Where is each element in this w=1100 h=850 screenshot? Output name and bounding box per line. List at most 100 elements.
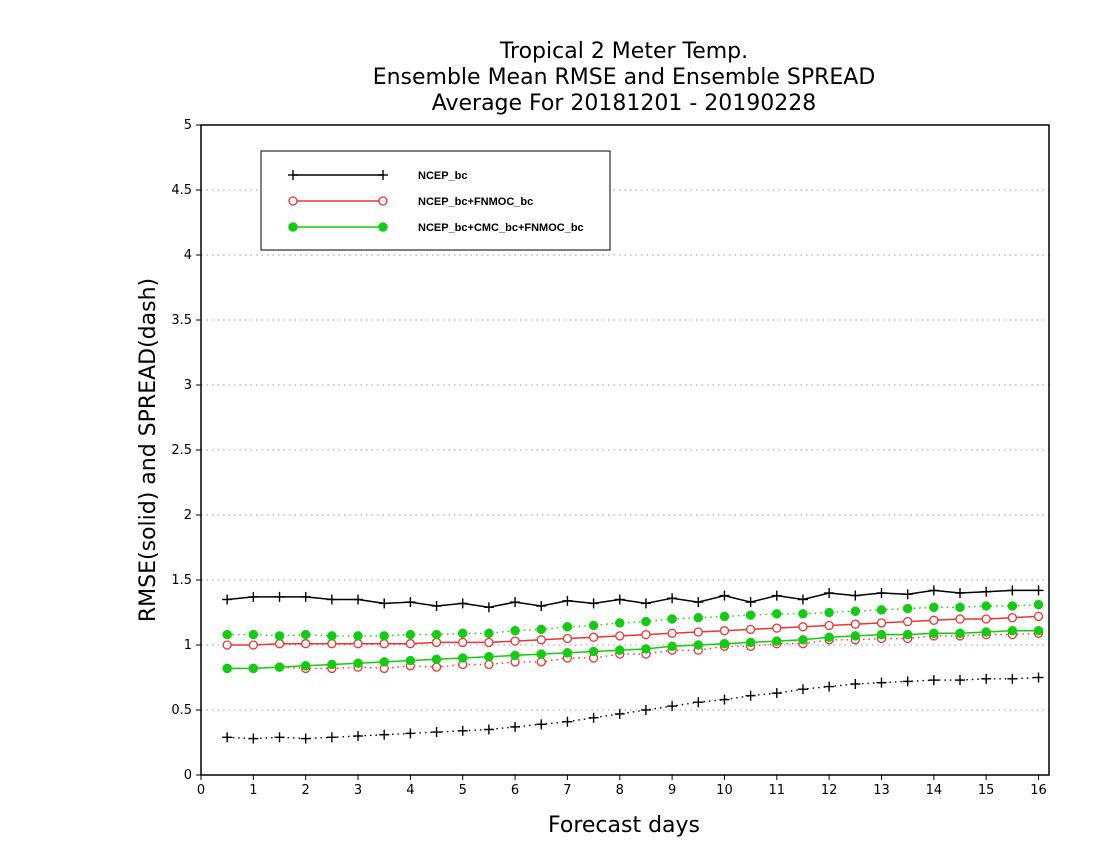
filled-circle-marker [588, 646, 599, 657]
x-tick-label: 7 [563, 783, 571, 798]
open-circle-marker [248, 640, 258, 650]
plus-marker [771, 688, 782, 699]
filled-circle-marker [431, 654, 442, 665]
filled-circle-marker [300, 629, 311, 640]
x-tick-label: 15 [978, 783, 995, 798]
title-line-1: Tropical 2 Meter Temp. [499, 39, 748, 64]
filled-circle-marker [353, 631, 363, 641]
plus-marker [902, 589, 913, 600]
legend-label: NCEP_bc [418, 170, 468, 182]
plus-marker [536, 601, 547, 611]
plus-marker [824, 588, 835, 598]
filled-circle-marker [981, 627, 991, 637]
plus-marker [483, 724, 494, 735]
x-tick-label: 10 [716, 783, 733, 798]
plus-marker [588, 598, 599, 609]
legend-label: NCEP_bc+CMC_bc+FNMOC_bc [418, 222, 584, 234]
filled-circle-marker [667, 614, 677, 624]
plus-marker [562, 595, 573, 606]
open-circle-marker [1007, 613, 1018, 623]
open-circle-marker [1033, 611, 1044, 622]
legend-item: NCEP_bc+CMC_bc+FNMOC_bc [288, 222, 584, 234]
series-line [227, 589, 1039, 609]
open-circle-marker [719, 626, 730, 636]
filled-circle-marker [745, 637, 756, 648]
filled-circle-marker [719, 611, 730, 622]
plus-marker [640, 598, 651, 609]
filled-circle-marker [902, 603, 913, 614]
series-4 [222, 625, 1044, 674]
plus-marker [1033, 672, 1044, 683]
filled-circle-marker [745, 610, 756, 620]
filled-circle-marker [824, 607, 834, 618]
filled-circle-marker [327, 659, 337, 670]
filled-circle-marker [431, 629, 442, 640]
y-axis-label: RMSE(solid) and SPREAD(dash) [136, 278, 161, 622]
plus-marker [614, 594, 625, 605]
y-tick-label: 3.5 [171, 313, 192, 328]
open-circle-marker [274, 639, 285, 649]
filled-circle-marker [772, 609, 782, 619]
filled-circle-marker [536, 624, 546, 635]
plus-marker [248, 591, 259, 602]
plus-marker [274, 732, 285, 743]
open-circle-marker [536, 635, 546, 645]
filled-circle-marker [693, 612, 704, 623]
series-2 [222, 611, 1044, 650]
plus-marker [379, 729, 390, 740]
plus-marker [693, 697, 704, 708]
plus-marker [379, 598, 390, 609]
plus-marker [222, 732, 233, 743]
open-circle-marker [693, 627, 703, 637]
x-tick-label: 8 [616, 783, 624, 798]
x-tick-label: 2 [302, 783, 310, 798]
filled-circle-marker [1033, 625, 1044, 636]
filled-circle-marker [798, 635, 808, 645]
filled-circle-marker [850, 631, 861, 641]
filled-circle-marker [222, 629, 232, 640]
open-circle-marker [536, 657, 546, 667]
open-circle-marker [824, 620, 834, 631]
plus-marker [928, 585, 939, 596]
filled-circle-marker [641, 644, 651, 654]
open-circle-marker [222, 640, 232, 650]
y-tick-label: 0 [184, 768, 192, 783]
filled-circle-marker [405, 629, 416, 640]
x-tick-label: 9 [668, 783, 676, 798]
filled-circle-marker [850, 606, 861, 616]
filled-circle-marker [641, 616, 651, 627]
plus-marker [288, 170, 298, 180]
plus-marker [457, 598, 468, 609]
legend-label: NCEP_bc+FNMOC_bc [418, 196, 533, 208]
plus-marker [326, 732, 337, 743]
filled-circle-marker [876, 605, 887, 615]
filled-circle-marker [615, 618, 625, 628]
open-circle-marker [588, 632, 599, 642]
filled-circle-marker [615, 645, 625, 655]
open-circle-marker [510, 636, 520, 646]
title-line-3: Average For 20181201 - 20190228 [432, 91, 817, 116]
plus-marker [1033, 585, 1044, 596]
filled-circle-marker [929, 602, 939, 613]
plus-marker [431, 601, 442, 611]
open-circle-marker [353, 639, 363, 649]
filled-circle-marker [955, 628, 965, 639]
plus-marker [797, 594, 808, 605]
x-tick-label: 11 [769, 783, 786, 798]
open-circle-marker [667, 628, 677, 638]
x-tick-label: 1 [249, 783, 257, 798]
x-tick-label: 16 [1030, 783, 1047, 798]
filled-circle-marker [772, 636, 782, 646]
plus-marker [824, 681, 835, 692]
plus-marker [876, 588, 887, 598]
plus-marker [719, 694, 730, 705]
filled-circle-marker [667, 641, 677, 652]
open-circle-marker [850, 619, 860, 629]
filled-circle-marker [798, 609, 808, 619]
x-tick-label: 3 [354, 783, 362, 798]
y-tick-label: 4 [184, 248, 192, 263]
open-circle-marker [484, 637, 494, 648]
plus-marker [300, 733, 311, 744]
open-circle-marker [903, 616, 913, 627]
